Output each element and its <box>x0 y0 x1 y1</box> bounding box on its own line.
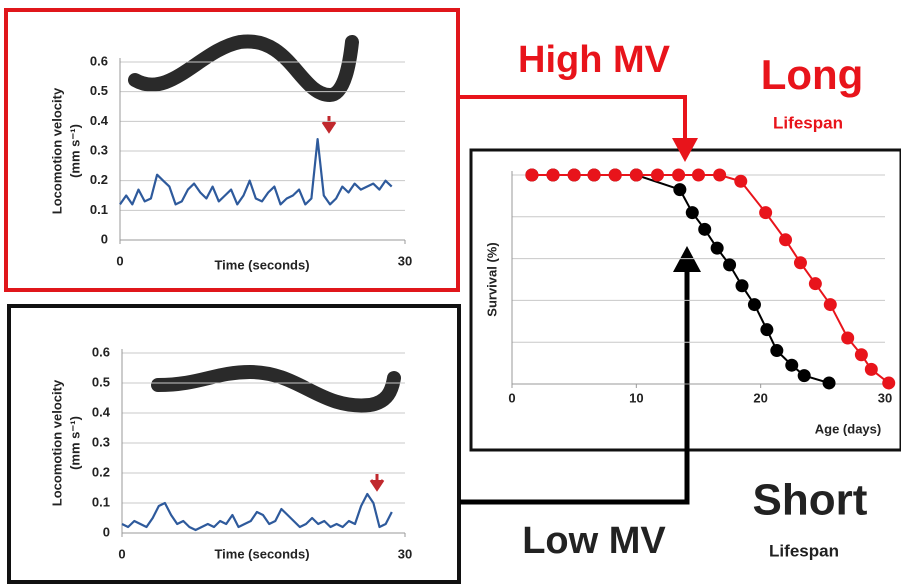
data-point <box>629 168 643 182</box>
data-point <box>760 323 774 337</box>
y-axis-label: Survival (%) <box>484 242 499 316</box>
y-tick-label: 0 <box>101 231 108 246</box>
y-tick-label: 0 <box>103 524 110 539</box>
data-point <box>692 168 705 182</box>
data-point <box>759 206 773 220</box>
series-line <box>121 492 393 532</box>
y-axis-label: Locomotion velocity <box>49 87 64 214</box>
y-tick-label: 0.6 <box>90 53 108 68</box>
y-tick-label: 0.5 <box>92 374 110 389</box>
x-axis-label: Time (seconds) <box>214 257 309 272</box>
x-axis-label: Age (days) <box>815 421 881 436</box>
data-point <box>650 168 664 182</box>
data-point <box>808 277 822 291</box>
data-point <box>734 174 748 188</box>
low-mv-frame <box>7 304 461 584</box>
x-tick-label: 0 <box>118 546 125 561</box>
y-tick-label: 0.1 <box>92 494 110 509</box>
data-point <box>698 222 712 236</box>
data-point <box>723 258 737 272</box>
y-axis-unit: (mm s⁻¹) <box>67 124 82 178</box>
y-tick-label: 0.6 <box>92 344 110 359</box>
data-point <box>823 298 837 312</box>
high-mv-frame <box>4 8 460 292</box>
x-tick-label: 30 <box>398 253 412 268</box>
y-tick-label: 0.4 <box>90 113 109 128</box>
y-tick-label: 0.3 <box>92 434 110 449</box>
worm-image <box>128 34 359 103</box>
data-point <box>854 348 868 362</box>
high-mv-arrow <box>460 95 687 140</box>
data-point <box>546 168 560 182</box>
data-point <box>608 168 622 182</box>
data-point <box>793 256 807 270</box>
data-point <box>841 331 855 345</box>
series-line <box>531 174 830 384</box>
data-point <box>673 183 687 197</box>
worm-image <box>151 364 401 413</box>
y-tick-label: 0.3 <box>90 142 108 157</box>
y-tick-label: 0.1 <box>90 202 108 217</box>
high-mv-label: High MV <box>518 39 671 81</box>
data-point <box>797 369 811 383</box>
low-mv-arrow <box>460 270 690 505</box>
long-label: Long <box>761 51 864 98</box>
data-point <box>587 168 601 182</box>
data-point <box>864 362 878 376</box>
data-point <box>747 298 761 312</box>
data-point <box>525 168 539 182</box>
data-point <box>685 206 699 220</box>
x-tick-label: 0 <box>508 390 515 405</box>
data-point <box>882 376 896 390</box>
y-axis-unit: (mm s⁻¹) <box>67 416 82 470</box>
x-axis-label: Time (seconds) <box>214 546 309 561</box>
low-mv-label: Low MV <box>522 520 666 562</box>
data-point <box>785 358 799 372</box>
data-point <box>779 233 793 247</box>
data-point <box>710 241 724 255</box>
y-axis-label: Locomotion velocity <box>49 379 64 506</box>
data-point <box>822 376 836 390</box>
spike-arrow <box>321 116 337 134</box>
x-tick-label: 0 <box>116 253 123 268</box>
short-label: Short <box>753 476 868 525</box>
long-lifespan-label: Lifespan <box>773 113 843 132</box>
x-tick-label: 20 <box>753 390 767 405</box>
y-tick-label: 0.4 <box>92 404 111 419</box>
data-point <box>672 168 686 182</box>
x-tick-label: 30 <box>878 390 892 405</box>
data-point <box>713 168 727 182</box>
short-lifespan-label: Lifespan <box>769 541 839 560</box>
y-tick-label: 0.2 <box>92 464 110 479</box>
series-line <box>119 138 393 206</box>
x-tick-label: 30 <box>398 546 412 561</box>
series-line <box>531 174 890 384</box>
high-mv-arrowhead <box>672 138 698 162</box>
y-tick-label: 0.2 <box>90 172 108 187</box>
x-tick-label: 10 <box>629 390 643 405</box>
y-tick-label: 0.5 <box>90 83 108 98</box>
spike-arrow <box>369 474 385 492</box>
data-point <box>567 168 581 182</box>
data-point <box>735 279 749 293</box>
data-point <box>770 344 784 358</box>
